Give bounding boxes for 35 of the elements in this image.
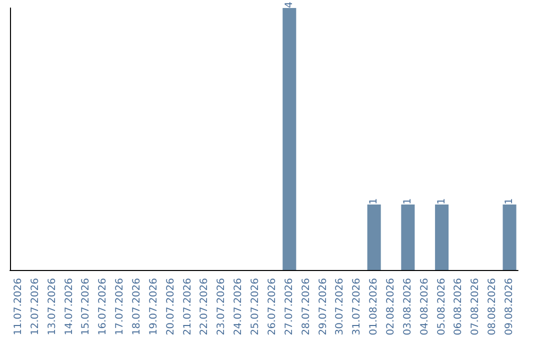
x-tick-label: 09.08.2026 — [504, 278, 516, 336]
data-label: 1 — [402, 198, 414, 204]
x-tick-label: 25.07.2026 — [250, 278, 262, 336]
x-tick-label: 08.08.2026 — [487, 278, 498, 336]
x-tick-label: 15.07.2026 — [80, 278, 92, 336]
x-tick-label: 20.07.2026 — [165, 278, 176, 336]
x-tick-label: 11.07.2026 — [12, 278, 24, 336]
x-tick-label: 01.08.2026 — [368, 278, 380, 336]
data-label: 4 — [284, 2, 295, 8]
x-tick-label: 14.07.2026 — [64, 278, 75, 336]
x-tick-label: 30.07.2026 — [334, 278, 346, 336]
data-label: 1 — [504, 198, 516, 204]
x-tick-label: 17.07.2026 — [114, 278, 126, 336]
x-tick-label: 26.07.2026 — [266, 278, 278, 336]
x-tick-label: 18.07.2026 — [132, 278, 142, 336]
x-tick-label: 22.07.2026 — [199, 278, 210, 336]
data-label: 1 — [368, 198, 380, 204]
x-tick-label: 27.07.2026 — [284, 278, 295, 336]
x-tick-label: 02.08.2026 — [386, 278, 396, 336]
x-tick-label: 29.07.2026 — [318, 278, 329, 336]
x-tick-label: 04.08.2026 — [419, 278, 430, 336]
data-label: 1 — [436, 198, 448, 204]
x-tick-label: 16.07.2026 — [98, 278, 109, 336]
x-tick-label: 21.07.2026 — [182, 278, 194, 336]
x-tick-label: 06.08.2026 — [453, 278, 464, 336]
x-tick-label: 12.07.2026 — [30, 278, 41, 336]
x-tick-label: 19.07.2026 — [148, 278, 160, 336]
x-tick-label: 24.07.2026 — [233, 278, 244, 336]
x-tick-label: 07.08.2026 — [470, 278, 482, 336]
x-tick-label: 03.08.2026 — [402, 278, 414, 336]
x-tick-label: 13.07.2026 — [46, 278, 58, 336]
x-tick-label: 28.07.2026 — [300, 278, 312, 336]
x-tick-label: 31.07.2026 — [352, 278, 363, 336]
x-tick-label: 23.07.2026 — [216, 278, 228, 336]
x-tick-label: 05.08.2026 — [436, 278, 448, 336]
